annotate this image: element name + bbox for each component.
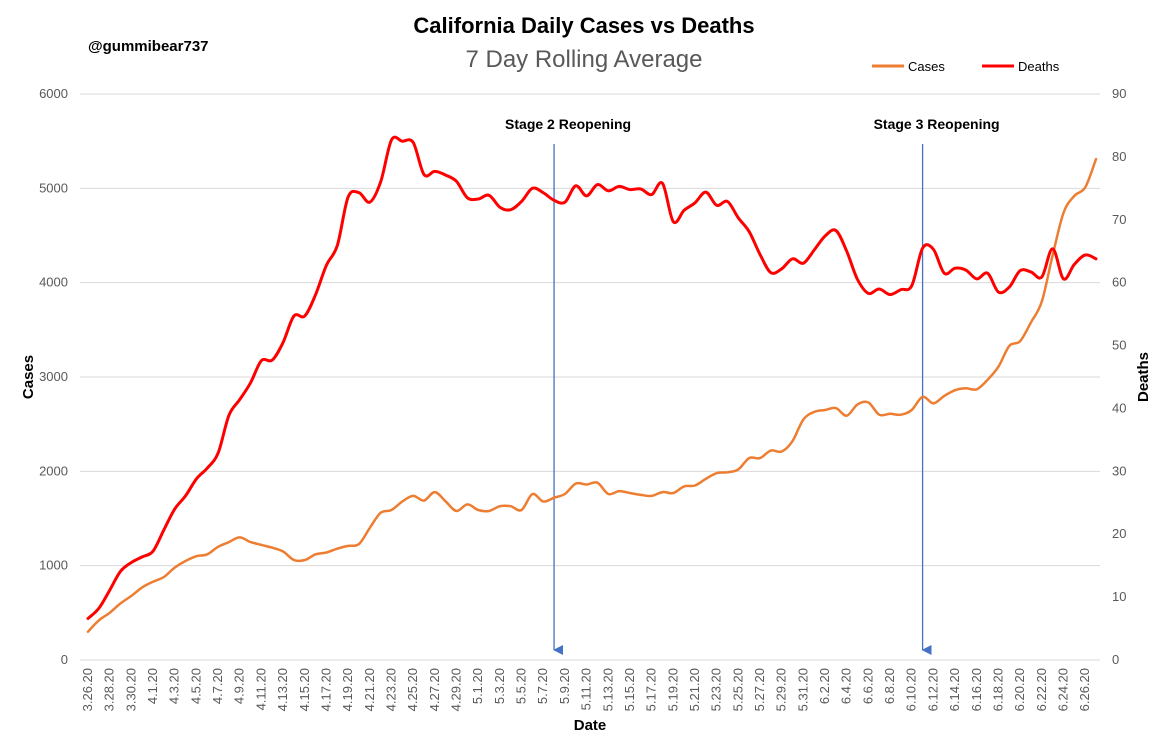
x-tick-label: 5.5.20 [514,668,529,704]
x-tick-label: 4.27.20 [427,668,442,711]
x-tick-label: 4.1.20 [145,668,160,704]
x-tick-label: 4.9.20 [232,668,247,704]
x-tick-label: 4.19.20 [340,668,355,711]
series-line-cases [86,157,1098,633]
legend: Cases Deaths [872,59,1060,74]
x-tick-label: 5.21.20 [687,668,702,711]
x-tick-label: 4.7.20 [210,668,225,704]
x-tick-label: 6.6.20 [860,668,875,704]
y-tick-label: 5000 [39,180,68,195]
x-tick-label: 4.29.20 [449,668,464,711]
x-tick-label: 5.27.20 [752,668,767,711]
x-tick-label: 6.16.20 [969,668,984,711]
y-tick-label: 3000 [39,369,68,384]
x-tick-label: 4.21.20 [362,668,377,711]
x-tick-label: 4.5.20 [188,668,203,704]
y-axis-ticks: 0 1000 2000 3000 4000 5000 6000 [39,86,68,667]
x-tick-label: 6.12.20 [925,668,940,711]
y2-tick-label: 30 [1112,463,1126,478]
x-axis-ticks: 3.26.20 3.28.20 3.30.20 4.1.20 4.3.20 4.5.20 4… [80,668,1092,711]
gridlines [80,93,1100,661]
chart-title: California Daily Cases vs Deaths [413,13,754,38]
x-tick-label: 4.11.20 [253,668,268,710]
x-tick-label: 6.24.20 [1055,668,1070,711]
x-tick-label: 5.1.20 [470,668,485,704]
y2-tick-label: 50 [1112,338,1126,353]
x-tick-label: 5.17.20 [644,668,659,711]
y2-axis-label: Deaths [1135,352,1152,402]
series-lines [86,135,1098,633]
y2-tick-label: 40 [1112,400,1126,415]
y2-tick-label: 60 [1112,275,1126,290]
author-handle: @gummibear737 [88,38,209,55]
x-tick-label: 5.31.20 [795,668,810,711]
x-tick-label: 4.3.20 [167,668,182,704]
x-tick-label: 4.17.20 [318,668,333,711]
y2-axis-ticks: 0 10 20 30 40 50 60 70 80 90 [1112,86,1126,667]
x-tick-label: 5.23.20 [709,668,724,711]
x-tick-label: 6.2.20 [817,668,832,704]
y-tick-label: 6000 [39,86,68,101]
x-tick-label: 3.28.20 [102,668,117,711]
x-tick-label: 4.23.20 [383,668,398,711]
y-tick-label: 2000 [39,463,68,478]
x-tick-label: 6.18.20 [990,668,1005,711]
annotation-label-2: Stage 3 Reopening [874,116,1000,132]
x-tick-label: 4.25.20 [405,668,420,711]
annotation-label-1: Stage 2 Reopening [505,116,631,132]
x-tick-label: 5.25.20 [730,668,745,711]
x-tick-label: 4.13.20 [275,668,290,711]
y2-tick-label: 80 [1112,149,1126,164]
legend-label-cases: Cases [908,59,945,74]
series-line-deaths [86,135,1098,620]
y2-tick-label: 20 [1112,526,1126,541]
x-tick-label: 5.3.20 [492,668,507,704]
x-tick-label: 6.8.20 [882,668,897,704]
x-tick-label: 6.20.20 [1012,668,1027,711]
x-tick-label: 5.29.20 [774,668,789,711]
x-tick-label: 6.4.20 [839,668,854,704]
x-tick-label: 3.30.20 [123,668,138,711]
x-tick-label: 5.9.20 [557,668,572,704]
x-tick-label: 6.14.20 [947,668,962,711]
x-tick-label: 5.15.20 [622,668,637,711]
y-tick-label: 1000 [39,558,68,573]
x-tick-label: 5.7.20 [535,668,550,704]
x-tick-label: 6.22.20 [1034,668,1049,711]
x-tick-label: 5.13.20 [600,668,615,711]
y-tick-label: 0 [61,652,68,667]
y2-tick-label: 70 [1112,212,1126,227]
x-axis-label: Date [574,717,607,734]
y2-tick-label: 10 [1112,589,1126,604]
x-tick-label: 5.11.20 [579,668,594,710]
y2-tick-label: 90 [1112,86,1126,101]
y-tick-label: 4000 [39,275,68,290]
x-tick-label: 6.10.20 [904,668,919,711]
y-axis-label: Cases [20,355,37,399]
y2-tick-label: 0 [1112,652,1119,667]
x-tick-label: 4.15.20 [297,668,312,711]
legend-label-deaths: Deaths [1018,59,1060,74]
x-tick-label: 6.26.20 [1077,668,1092,711]
x-tick-label: 5.19.20 [665,668,680,711]
annotations: Stage 2 Reopening Stage 3 Reopening [505,116,1000,655]
chart-subtitle: 7 Day Rolling Average [465,46,702,73]
x-tick-label: 3.26.20 [80,668,95,711]
